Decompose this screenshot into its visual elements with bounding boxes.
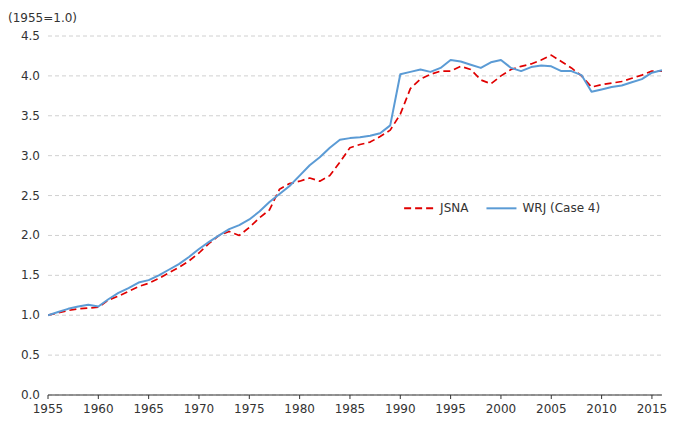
grid-line [48, 195, 662, 196]
legend-label: WRJ (Case 4) [522, 201, 600, 215]
y-axis: 0.0 0.5 1.0 1.5 2.0 2.5 3.0 3.5 4.0 4.5 [21, 29, 662, 402]
x-tick-label: 2015 [637, 402, 668, 416]
legend: JSNA WRJ (Case 4) [404, 201, 600, 215]
x-tick [551, 395, 552, 399]
grid-line [48, 155, 662, 156]
x-tick [349, 395, 350, 399]
series-line [48, 60, 662, 315]
y-tick-label: 4.0 [21, 69, 40, 83]
grid-line [48, 395, 662, 396]
chart: 0.00.51.01.52.02.53.03.54.04.51955196019… [0, 0, 682, 429]
x-tick [198, 395, 199, 399]
x-tick-label: 2005 [536, 402, 567, 416]
x-axis-line [48, 395, 662, 396]
x-tick-label: 1955 [33, 402, 64, 416]
legend-swatch [404, 207, 434, 209]
y-tick-label: 1.5 [21, 268, 40, 282]
x-tick-label: 1980 [284, 402, 315, 416]
x-tick-label: 1985 [335, 402, 366, 416]
grid-line [48, 235, 662, 236]
grid-line [48, 75, 662, 76]
x-tick [48, 395, 49, 399]
x-axis: 1955 1960 1965 1970 1975 1980 1985 1990 1995 2000… [33, 395, 667, 416]
x-tick-label: 1995 [435, 402, 466, 416]
grid-line [48, 36, 662, 37]
x-tick [400, 395, 401, 399]
x-tick-label: 1965 [133, 402, 164, 416]
y-tick-label: 3.5 [21, 109, 40, 123]
series-line [48, 55, 662, 315]
x-tick-label: 1975 [234, 402, 265, 416]
x-tick [98, 395, 99, 399]
x-tick [450, 395, 451, 399]
x-tick [651, 395, 652, 399]
x-tick [601, 395, 602, 399]
grid-line [48, 355, 662, 356]
x-tick [299, 395, 300, 399]
y-tick-label: 4.5 [21, 29, 40, 43]
grid-line [48, 315, 662, 316]
y-tick-label: 1.0 [21, 308, 40, 322]
y-tick-label: 0.5 [21, 348, 40, 362]
y-tick-label: 2.5 [21, 189, 40, 203]
plot-area [48, 55, 662, 315]
grid-line [48, 275, 662, 276]
x-tick-label: 2010 [586, 402, 617, 416]
y-tick-label: 0.0 [21, 388, 40, 402]
y-tick-label: 3.0 [21, 149, 40, 163]
x-tick-label: 2000 [486, 402, 517, 416]
x-tick [148, 395, 149, 399]
x-tick [249, 395, 250, 399]
y-tick-label: 2.0 [21, 228, 40, 242]
x-tick [500, 395, 501, 399]
y-axis-label: (1955=1.0) [8, 11, 77, 25]
x-tick-label: 1970 [184, 402, 215, 416]
grid-line [48, 115, 662, 116]
legend-swatch [486, 207, 516, 209]
background [0, 0, 682, 429]
legend-label: JSNA [439, 201, 469, 215]
x-tick-label: 1990 [385, 402, 416, 416]
x-tick-label: 1960 [83, 402, 114, 416]
